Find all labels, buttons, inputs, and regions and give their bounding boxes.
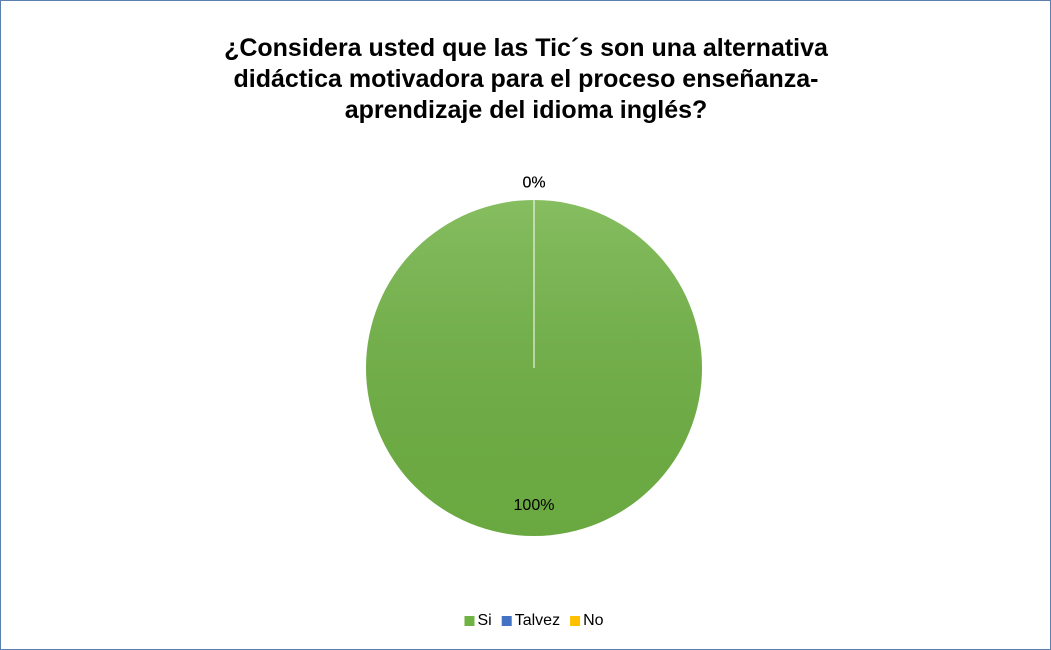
legend-swatch <box>464 616 475 626</box>
data-label: 0% <box>522 174 545 191</box>
data-label: 100% <box>514 497 555 514</box>
data-label: 0% <box>522 174 545 191</box>
legend-swatch <box>570 616 581 626</box>
legend: Si Talvez No <box>464 612 604 629</box>
legend-label: Si <box>477 612 491 629</box>
chart-title: ¿Considera usted que las Tic´s son una a… <box>224 34 828 124</box>
legend-swatch <box>501 616 512 626</box>
legend-label: No <box>583 612 604 629</box>
legend-label: Talvez <box>515 612 560 629</box>
